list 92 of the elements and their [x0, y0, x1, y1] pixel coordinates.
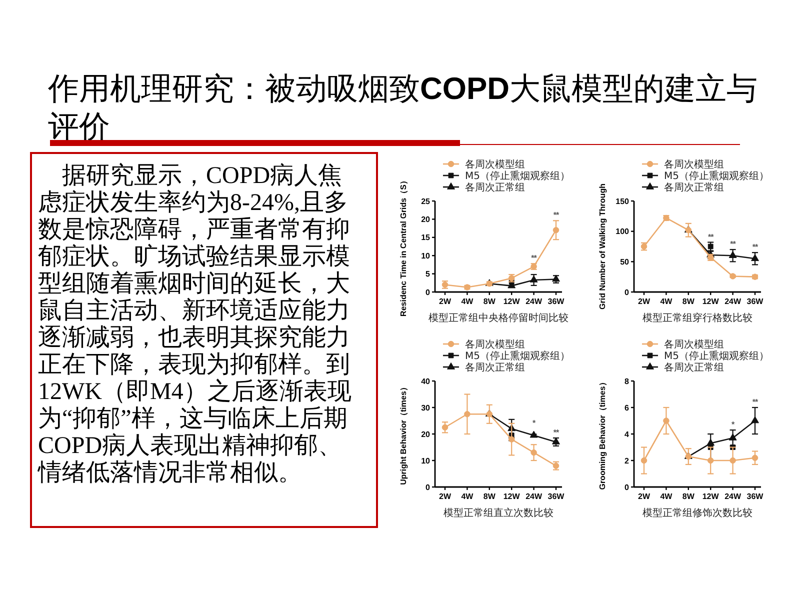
- y-tick-label: 40: [421, 376, 431, 386]
- x-tick-label: 24W: [526, 492, 542, 501]
- text: 据研究显示，COPD病人焦虑症状发生率约为8-24%,且多数是惊恐障碍，严重者常有抑郁症状。旷场试验结果显示模型组随着熏烟时间的延长，大鼠自主活动、新环境适应能力逐渐减弱，也表明其探究能力正在下降，表现为抑郁样。到12WK（即M4）之后逐渐表现为“抑郁”样，这与临床上后期COPD病人表现出精神抑郁、情绪低落情况非常相似。: [38, 163, 352, 486]
- point: [530, 449, 537, 456]
- chart-title: 作用机理研究：被动吸烟致COPD大鼠模型的建立与评价: [48, 71, 758, 145]
- annotation: **: [553, 210, 560, 220]
- x-tick-label: 36W: [548, 297, 565, 306]
- y-tick-label: 20: [421, 215, 431, 224]
- point: [530, 430, 538, 438]
- y-axis-title: Grid Number of Walking Through: [598, 183, 607, 310]
- legend-label: M5（停止熏烟观察组）: [664, 170, 769, 182]
- point: [751, 416, 759, 424]
- y-tick-label: 30: [421, 403, 431, 412]
- point: [552, 227, 560, 234]
- point: [707, 457, 714, 464]
- y-tick-label: 0: [426, 288, 431, 297]
- annotation: **: [708, 232, 715, 242]
- point: [640, 457, 648, 464]
- x-tick-label: 24W: [724, 297, 742, 306]
- legend-label: 各周次正常组: [465, 362, 525, 374]
- legend-label: 各周次模型组: [465, 338, 525, 350]
- y-tick-label: 50: [620, 257, 630, 266]
- y-axis-title: Grooming Behavior（times）: [598, 378, 607, 490]
- point: [530, 275, 538, 282]
- y-tick-label: 8: [624, 376, 630, 386]
- x-axis-title: 模型正常组中央格停留时间比较: [428, 312, 568, 324]
- legend-label: 各周次模型组: [664, 158, 724, 170]
- legend-label: M5（停止熏烟观察组）: [664, 350, 769, 362]
- point: [730, 457, 736, 464]
- y-tick-label: 150: [616, 196, 630, 206]
- point: [751, 254, 759, 262]
- x-tick-label: 8W: [682, 492, 695, 501]
- y-axis-title: Upright Behavior（times）: [398, 383, 408, 485]
- x-tick-label: 4W: [660, 492, 673, 501]
- legend-label: 各周次正常组: [664, 362, 724, 374]
- x-tick-label: 4W: [461, 297, 474, 306]
- y-tick-label: 20: [421, 430, 431, 439]
- x-tick-label: 4W: [660, 297, 673, 306]
- x-tick-label: 12W: [702, 297, 720, 306]
- y-tick-label: 10: [421, 251, 431, 260]
- x-axis-title: 模型正常组穿行格数比较: [642, 312, 752, 324]
- point: [442, 424, 448, 430]
- x-tick-label: 4W: [461, 492, 474, 501]
- point: [728, 433, 737, 440]
- legend-label: M5（停止熏烟观察组）: [465, 350, 570, 362]
- x-tick-label: 12W: [702, 492, 720, 501]
- annotation: **: [730, 240, 737, 249]
- legend-label: 各周次正常组: [664, 182, 724, 194]
- annotation: **: [553, 428, 560, 437]
- y-tick-label: 0: [426, 482, 431, 492]
- x-axis-title: 模型正常组直立次数比较: [444, 507, 554, 519]
- y-tick-label: 25: [421, 196, 431, 206]
- point: [730, 273, 736, 280]
- x-tick-label: 24W: [526, 297, 542, 306]
- y-axis-title: Residenc Time in Central Grids（S）: [398, 176, 408, 316]
- y-tick-label: 6: [624, 403, 630, 412]
- x-tick-label: 12W: [503, 297, 520, 306]
- x-axis-title: 模型正常组修饰次数比较: [642, 507, 752, 519]
- x-tick-label: 2W: [439, 492, 452, 501]
- point: [464, 411, 470, 418]
- y-tick-label: 4: [624, 430, 630, 439]
- x-tick-label: 2W: [638, 297, 650, 306]
- x-tick-label: 8W: [483, 492, 496, 501]
- x-tick-label: 36W: [746, 297, 764, 306]
- x-tick-label: 36W: [548, 492, 565, 501]
- point: [752, 454, 758, 461]
- y-tick-label: 0: [624, 288, 630, 297]
- x-tick-label: 8W: [483, 297, 496, 306]
- x-tick-label: 36W: [746, 492, 764, 501]
- x-tick-label: 2W: [439, 297, 452, 306]
- x-tick-label: 24W: [724, 492, 742, 501]
- y-tick-label: 10: [421, 456, 431, 466]
- x-tick-label: 8W: [682, 297, 695, 306]
- annotation: **: [752, 398, 759, 406]
- legend-label: M5（停止熏烟观察组）: [465, 170, 570, 182]
- annotation: *: [731, 420, 736, 430]
- point: [708, 244, 714, 250]
- annotation: **: [531, 254, 538, 263]
- annotation: *: [532, 418, 536, 428]
- legend-label: 各周次模型组: [465, 158, 525, 170]
- y-tick-label: 0: [624, 482, 630, 492]
- legend-label: 各周次正常组: [465, 182, 525, 194]
- x-tick-label: 12W: [503, 492, 520, 501]
- legend-label: 各周次模型组: [664, 338, 724, 350]
- y-tick-label: 100: [616, 227, 630, 236]
- y-tick-label: 2: [624, 456, 630, 466]
- annotation: **: [752, 242, 759, 252]
- point: [663, 418, 670, 424]
- x-tick-label: 2W: [638, 492, 650, 501]
- y-tick-label: 5: [426, 270, 431, 279]
- point: [728, 251, 737, 258]
- y-tick-label: 15: [421, 233, 431, 242]
